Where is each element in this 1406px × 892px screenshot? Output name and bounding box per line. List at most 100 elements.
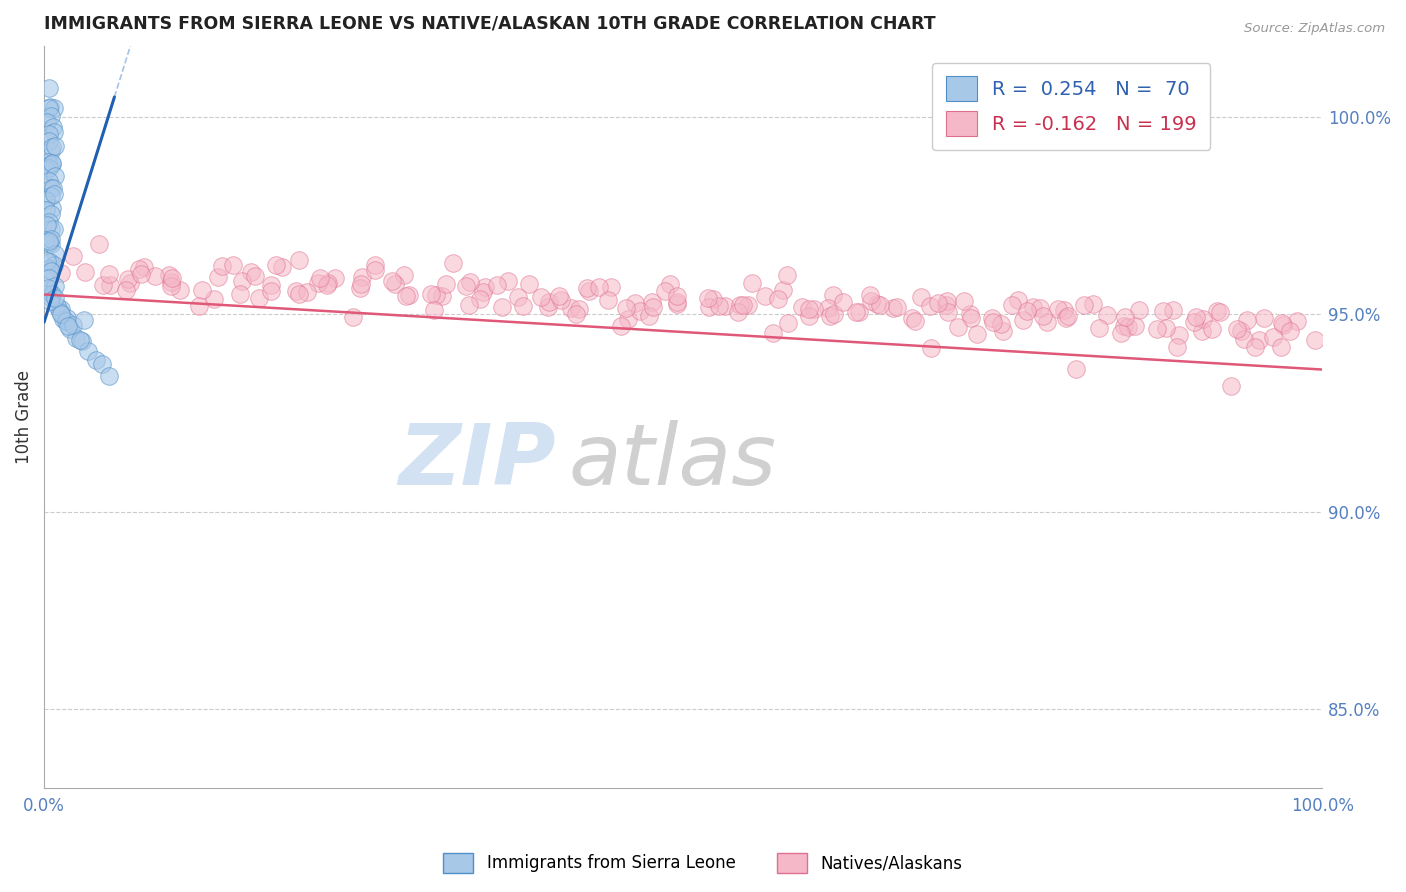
Point: [1128, 302, 1150, 317]
Point: [51, 307, 73, 321]
Point: [56, 311, 79, 326]
Point: [128, 262, 150, 277]
Point: [381, 274, 404, 288]
Point: [41, 201, 63, 215]
Point: [776, 268, 799, 282]
Point: [1236, 313, 1258, 327]
Point: [697, 300, 720, 314]
Point: [458, 298, 481, 312]
Point: [41, 157, 63, 171]
Point: [350, 277, 373, 291]
Point: [865, 297, 887, 311]
Point: [62, 318, 84, 332]
Point: [1056, 309, 1078, 323]
Point: [980, 311, 1002, 326]
Point: [797, 309, 820, 323]
Point: [638, 309, 661, 323]
Point: [1285, 314, 1308, 328]
Point: [823, 287, 845, 301]
Point: [49, 301, 72, 316]
Point: [231, 274, 253, 288]
Point: [1114, 319, 1136, 334]
Point: [44, 279, 66, 293]
Point: [1253, 310, 1275, 325]
Point: [506, 290, 529, 304]
Point: [37, 281, 59, 295]
Point: [38, 234, 60, 248]
Point: [35, 115, 58, 129]
Point: [45, 299, 67, 313]
Point: [991, 324, 1014, 338]
Point: [778, 316, 800, 330]
Point: [1185, 310, 1208, 324]
Point: [42, 258, 65, 272]
Point: [458, 275, 481, 289]
Point: [35, 162, 58, 177]
Point: [39, 254, 62, 268]
Point: [910, 290, 932, 304]
Point: [91, 278, 114, 293]
Point: [423, 303, 446, 318]
Point: [1021, 300, 1043, 314]
Point: [1201, 322, 1223, 336]
Point: [39, 206, 62, 220]
Point: [249, 291, 271, 305]
Point: [44, 247, 66, 261]
Point: [90, 357, 112, 371]
Point: [817, 301, 839, 315]
Point: [918, 300, 941, 314]
Point: [84, 352, 107, 367]
Point: [640, 295, 662, 310]
Text: atlas: atlas: [568, 420, 776, 503]
Point: [425, 288, 447, 302]
Point: [39, 264, 62, 278]
Point: [803, 301, 825, 316]
Point: [62, 249, 84, 263]
Point: [239, 265, 262, 279]
Point: [1229, 325, 1251, 339]
Point: [610, 318, 633, 333]
Point: [472, 285, 495, 300]
Point: [1271, 318, 1294, 333]
Point: [39, 221, 62, 235]
Point: [69, 334, 91, 348]
Point: [754, 288, 776, 302]
Point: [1208, 305, 1230, 319]
Point: [1097, 308, 1119, 322]
Point: [859, 287, 882, 301]
Point: [1123, 318, 1146, 333]
Point: [342, 310, 364, 325]
Point: [713, 299, 735, 313]
Point: [1081, 297, 1104, 311]
Point: [285, 285, 308, 299]
Point: [1001, 298, 1024, 312]
Point: [307, 276, 329, 290]
Point: [848, 305, 870, 319]
Point: [616, 301, 638, 315]
Point: [288, 286, 311, 301]
Point: [588, 280, 610, 294]
Point: [117, 271, 139, 285]
Point: [115, 283, 138, 297]
Point: [316, 277, 339, 292]
Point: [498, 274, 520, 288]
Point: [707, 299, 730, 313]
Point: [454, 279, 477, 293]
Point: [34, 233, 56, 247]
Point: [927, 296, 949, 310]
Point: [981, 315, 1004, 329]
Point: [790, 300, 813, 314]
Point: [935, 298, 957, 312]
Point: [1007, 293, 1029, 307]
Point: [832, 295, 855, 310]
Point: [392, 268, 415, 282]
Point: [666, 295, 689, 310]
Point: [578, 284, 600, 298]
Point: [491, 300, 513, 314]
Point: [772, 283, 794, 297]
Point: [38, 174, 60, 188]
Point: [38, 262, 60, 277]
Point: [97, 368, 120, 383]
Point: [39, 99, 62, 113]
Point: [398, 288, 420, 302]
